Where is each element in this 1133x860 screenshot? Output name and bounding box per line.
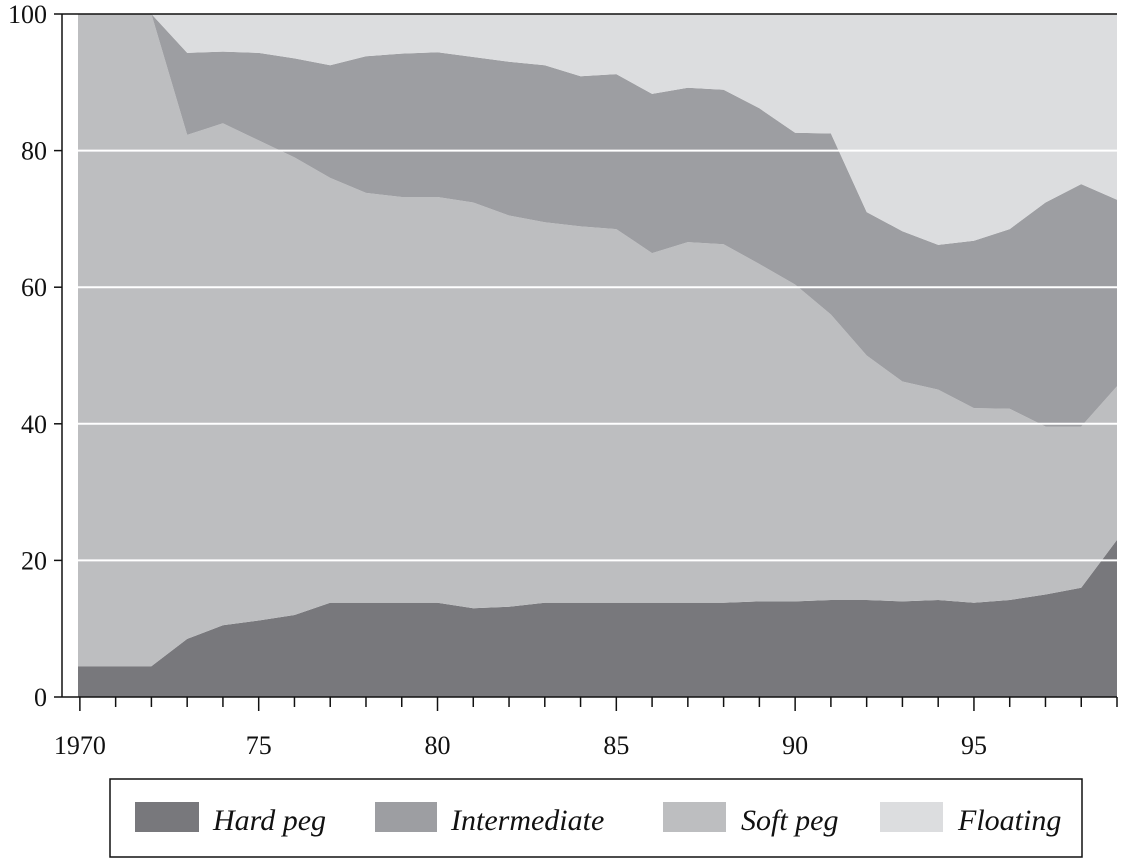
legend-label-soft-peg: Soft peg (741, 804, 839, 837)
legend-entry-hard-peg: Hard peg (135, 802, 326, 837)
legend-swatch-intermediate (375, 802, 437, 832)
y-tick-label-40: 40 (21, 410, 47, 439)
area-floating (78, 14, 1117, 245)
y-tick-label-60: 60 (21, 273, 47, 302)
legend-entry-intermediate: Intermediate (375, 802, 604, 837)
y-axis-ticks: 0 20 40 60 80 100 (8, 0, 62, 712)
x-tick-label-75: 75 (246, 731, 272, 760)
legend-entry-soft-peg: Soft peg (663, 802, 839, 837)
y-tick-label-0: 0 (34, 683, 47, 712)
area-intermediate (78, 14, 1117, 427)
x-tick-label-1970: 1970 (54, 731, 106, 760)
x-tick-label-90: 90 (782, 731, 808, 760)
legend-label-intermediate: Intermediate (450, 804, 604, 837)
legend-label-hard-peg: Hard peg (212, 804, 326, 837)
y-tick-label-80: 80 (21, 137, 47, 166)
gridlines (62, 149, 1117, 562)
x-axis-ticks: 1970 75 80 85 90 95 (54, 697, 1118, 760)
chart-areas (78, 14, 1117, 697)
area-soft-peg (78, 14, 1117, 667)
y-tick-label-100: 100 (8, 0, 47, 29)
x-tick-label-80: 80 (425, 731, 451, 760)
legend-swatch-floating (880, 802, 943, 832)
x-tick-label-85: 85 (603, 731, 629, 760)
x-tick-label-95: 95 (961, 731, 987, 760)
legend-entry-floating: Floating (880, 802, 1061, 837)
y-tick-label-20: 20 (21, 546, 47, 575)
legend-label-floating: Floating (957, 804, 1061, 837)
area-hard-peg (78, 539, 1117, 697)
legend: Hard peg Intermediate Soft peg Floating (109, 778, 1083, 858)
legend-swatch-hard-peg (135, 802, 199, 832)
axes (61, 13, 1117, 698)
legend-swatch-soft-peg (663, 802, 726, 832)
legend-frame (109, 778, 1083, 858)
